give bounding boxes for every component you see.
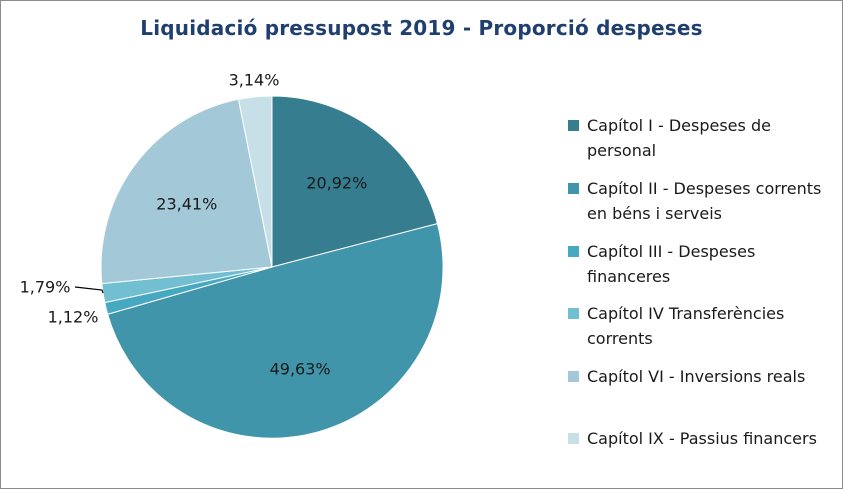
legend-label: Capítol III - Despeses financeres — [587, 242, 756, 286]
legend-swatch — [568, 371, 579, 382]
pie-data-label: 1,79% — [20, 278, 71, 297]
pie-slice — [107, 223, 444, 439]
pie-slice — [237, 95, 273, 268]
pie-data-label: 1,12% — [48, 308, 99, 327]
chart-title: Liquidació pressupost 2019 - Proporció d… — [140, 16, 703, 40]
pie-data-label: 20,92% — [306, 174, 367, 193]
legend-swatch — [568, 120, 579, 131]
pie-data-label: 23,41% — [156, 194, 217, 213]
legend-label: Capítol IX - Passius financers — [587, 429, 817, 448]
legend-swatch — [568, 308, 579, 319]
legend-label: Capítol I - Despeses de personal — [587, 116, 771, 160]
pie-data-label: 49,63% — [270, 360, 331, 379]
legend-label: Capítol VI - Inversions reals — [587, 367, 806, 386]
pie-slice — [271, 95, 439, 268]
legend-swatch — [568, 433, 579, 444]
legend-swatch — [568, 183, 579, 194]
legend-swatch — [568, 246, 579, 257]
legend-label: Capítol II - Despeses corrents en béns i… — [587, 179, 822, 223]
pie-data-label: 3,14% — [229, 71, 280, 90]
legend-label: Capítol IV Transferències corrents — [587, 304, 785, 348]
pie-slice — [100, 98, 273, 285]
leader-line — [74, 286, 104, 294]
